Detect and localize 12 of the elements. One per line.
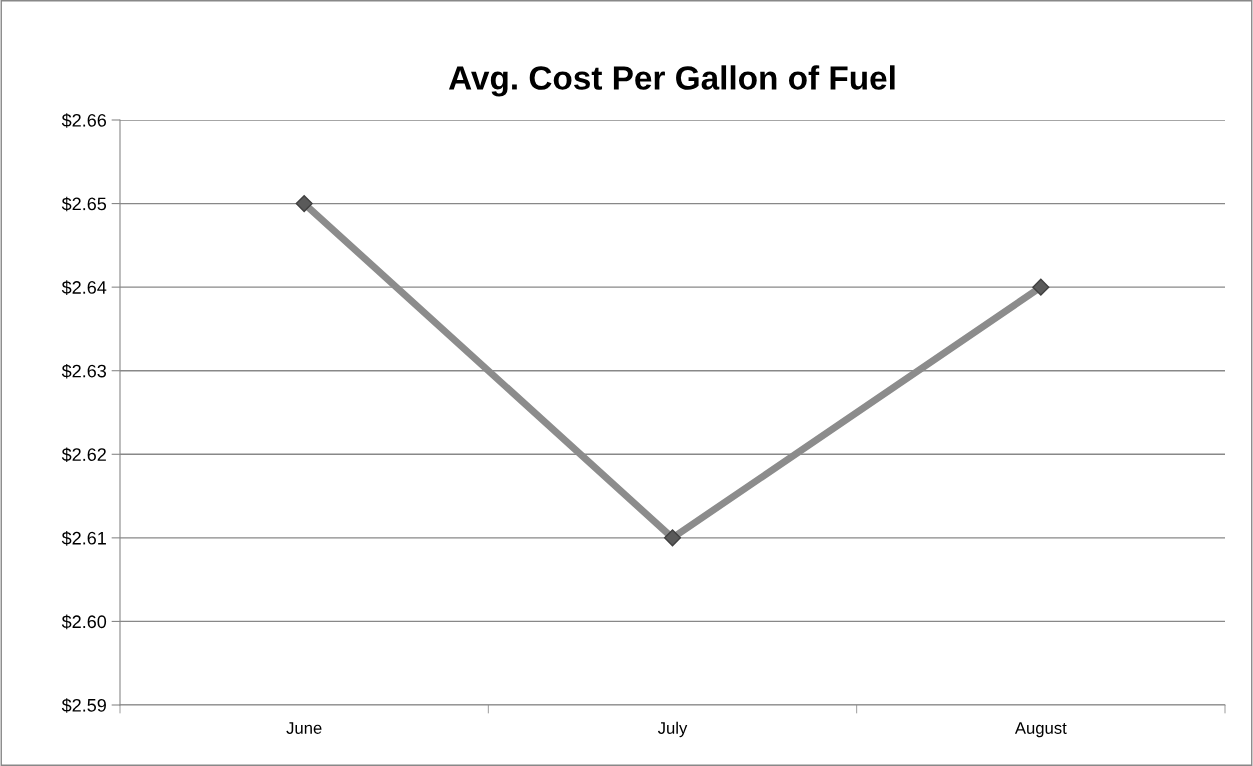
y-tick-label: $2.64 [61,280,107,295]
y-tick-label: $2.62 [61,447,106,463]
x-tick-label: July [657,721,688,738]
y-tick-label: $2.65 [61,196,107,212]
chart-title: Avg. Cost Per Gallon of Fuel [448,65,895,97]
y-tick-label: $2.60 [61,614,107,630]
x-tick-label: August [1014,722,1067,738]
y-tick-label: $2.59 [61,698,106,713]
y-tick-label: $2.63 [61,363,107,379]
x-tick-label: June [286,722,322,734]
y-tick-label: $2.61 [61,531,106,546]
y-tick-label: $2.66 [61,113,107,128]
